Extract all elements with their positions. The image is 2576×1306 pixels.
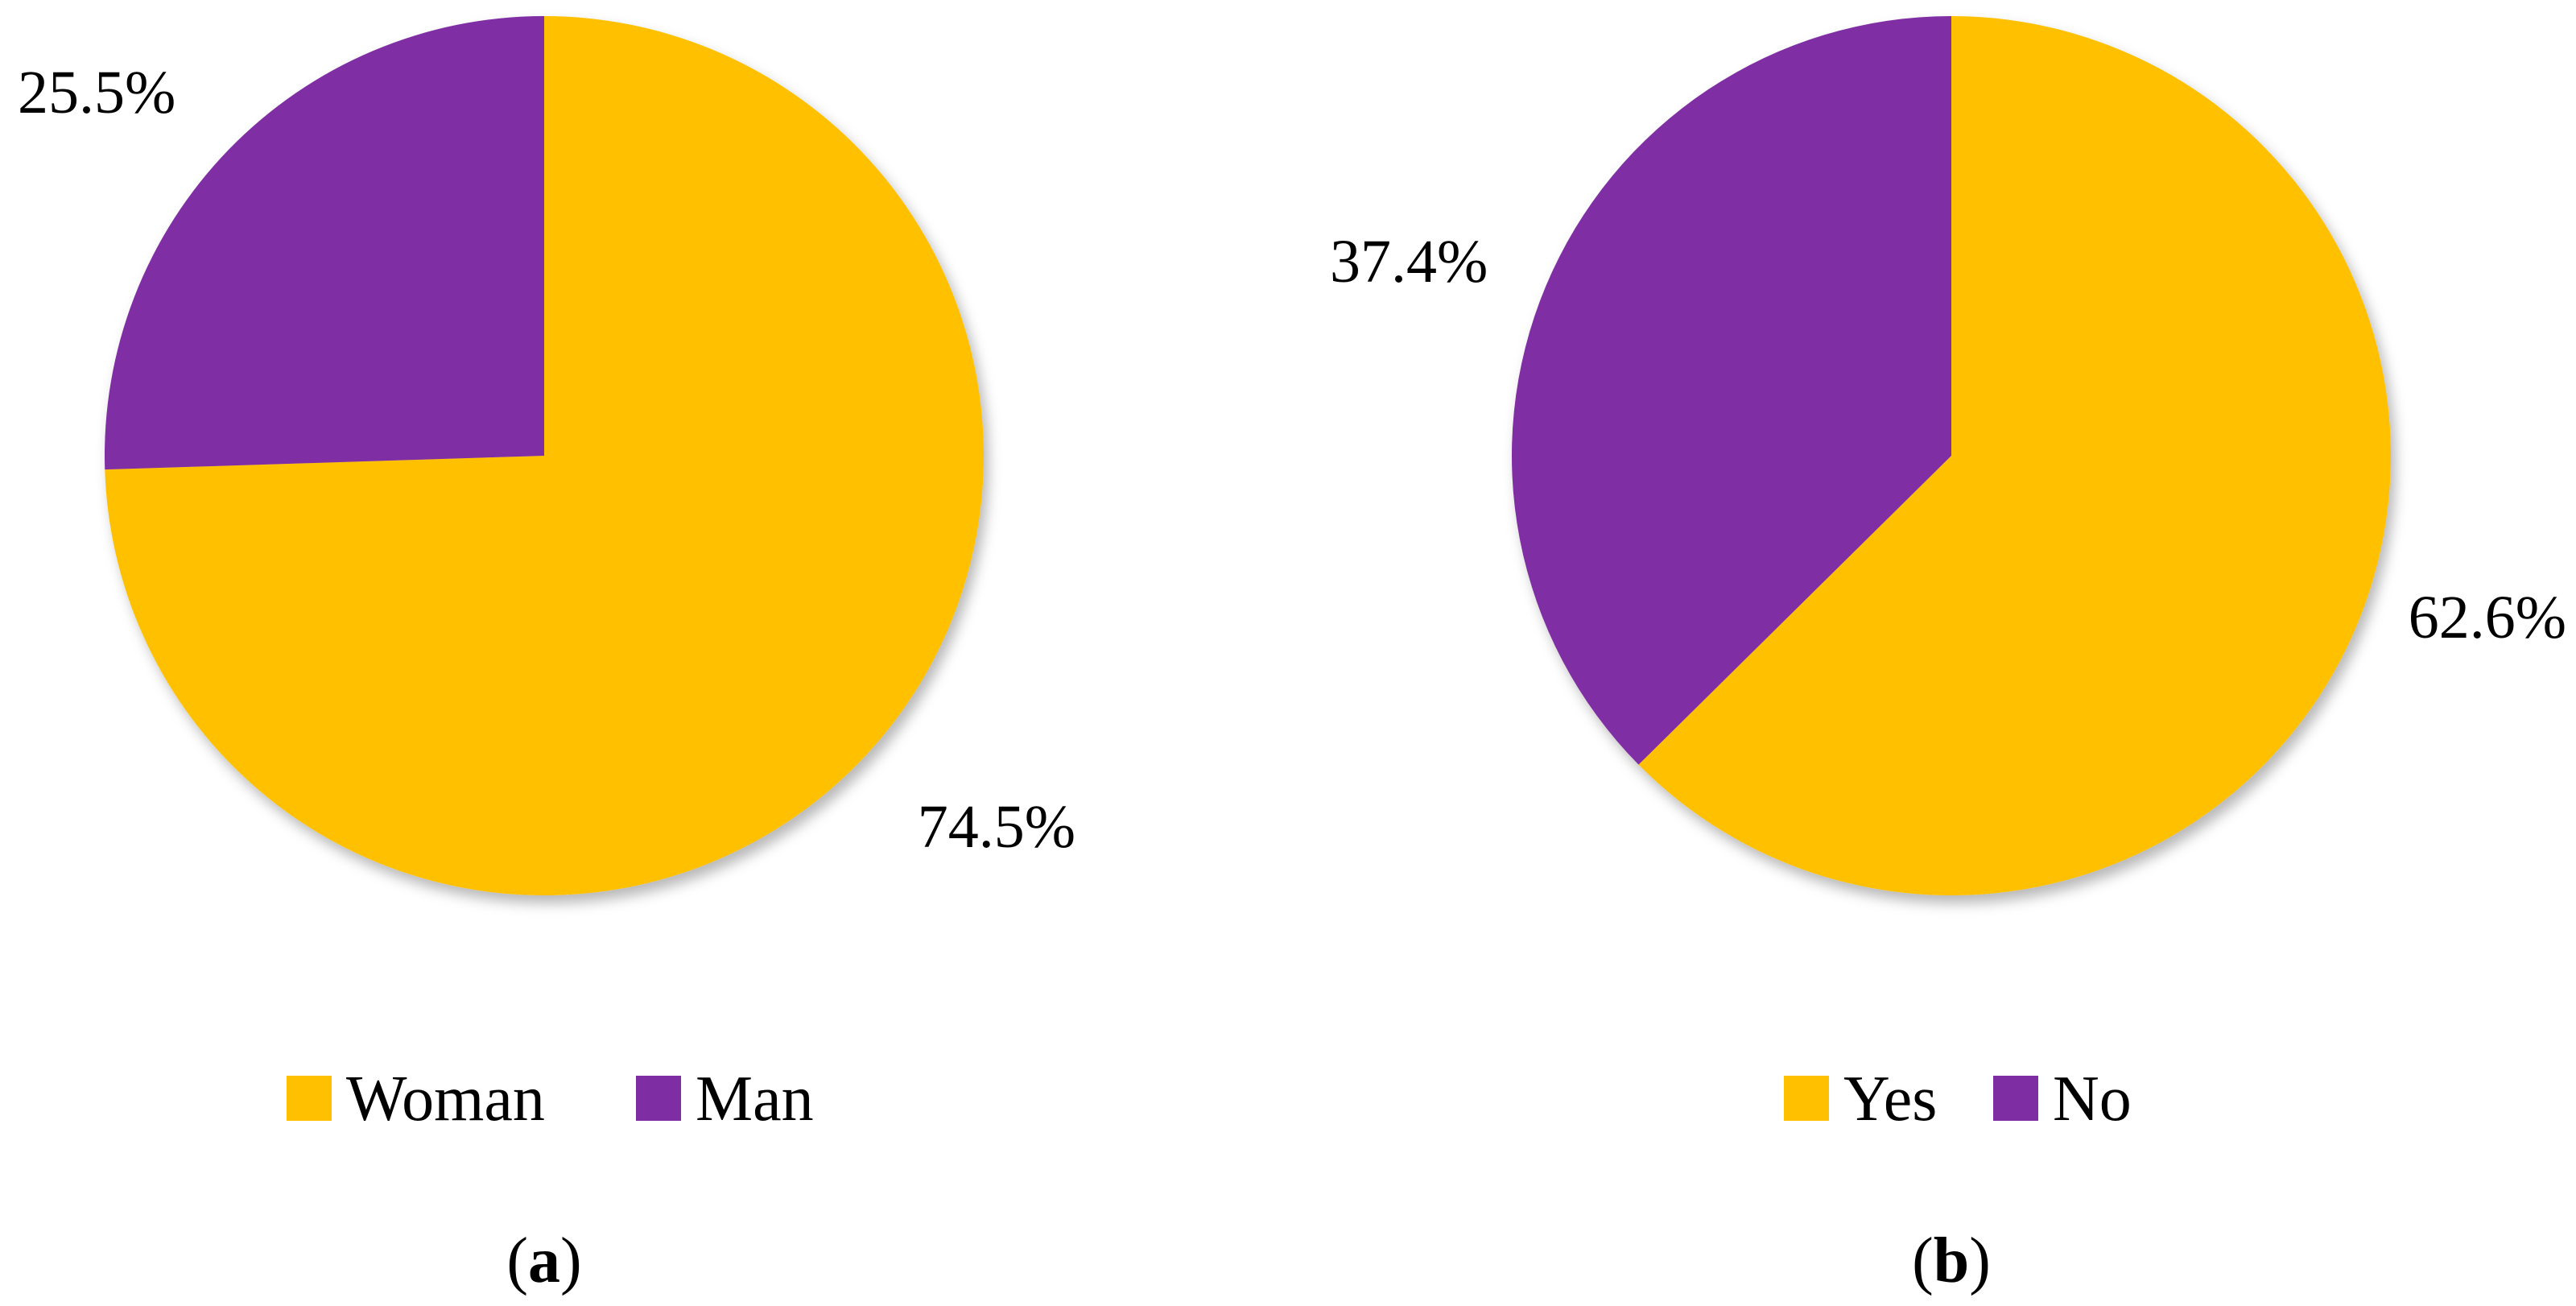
legend-swatch-yes — [1784, 1076, 1829, 1121]
pie-slice-yes — [1638, 16, 2391, 895]
caption-a-letter: a — [528, 1225, 560, 1296]
chart-b-data-labels: 62.6% 37.4% — [1330, 228, 2566, 651]
chart-b: 62.6% 37.4% Yes No (b) — [1330, 16, 2566, 1296]
legend-swatch-no — [1993, 1076, 2038, 1121]
pie-slice-no — [1511, 16, 1951, 765]
caption-b-letter: b — [1934, 1225, 1970, 1296]
chart-b-slices — [1511, 16, 2391, 895]
data-label-man: 25.5% — [18, 59, 175, 126]
legend-label-man: Man — [696, 1064, 814, 1134]
legend-label-yes: Yes — [1843, 1064, 1937, 1134]
data-label-woman: 74.5% — [918, 793, 1075, 861]
chart-b-legend: Yes No — [1784, 1064, 2132, 1134]
chart-a: 74.5% 25.5% Woman Man (a) — [18, 16, 1075, 1296]
chart-a-data-labels: 74.5% 25.5% — [18, 59, 1075, 861]
data-label-yes: 62.6% — [2409, 584, 2566, 651]
legend-label-woman: Woman — [346, 1064, 545, 1134]
legend-swatch-man — [636, 1076, 681, 1121]
chart-a-slices — [105, 16, 985, 895]
pie-slice-man — [105, 16, 544, 470]
legend-label-no: No — [2053, 1064, 2132, 1134]
legend-swatch-woman — [287, 1076, 332, 1121]
pie-slice-woman — [105, 16, 985, 895]
chart-a-legend: Woman Man — [287, 1064, 814, 1134]
caption-b: (b) — [1912, 1225, 1991, 1296]
data-label-no: 37.4% — [1330, 228, 1488, 296]
caption-a: (a) — [506, 1225, 581, 1296]
